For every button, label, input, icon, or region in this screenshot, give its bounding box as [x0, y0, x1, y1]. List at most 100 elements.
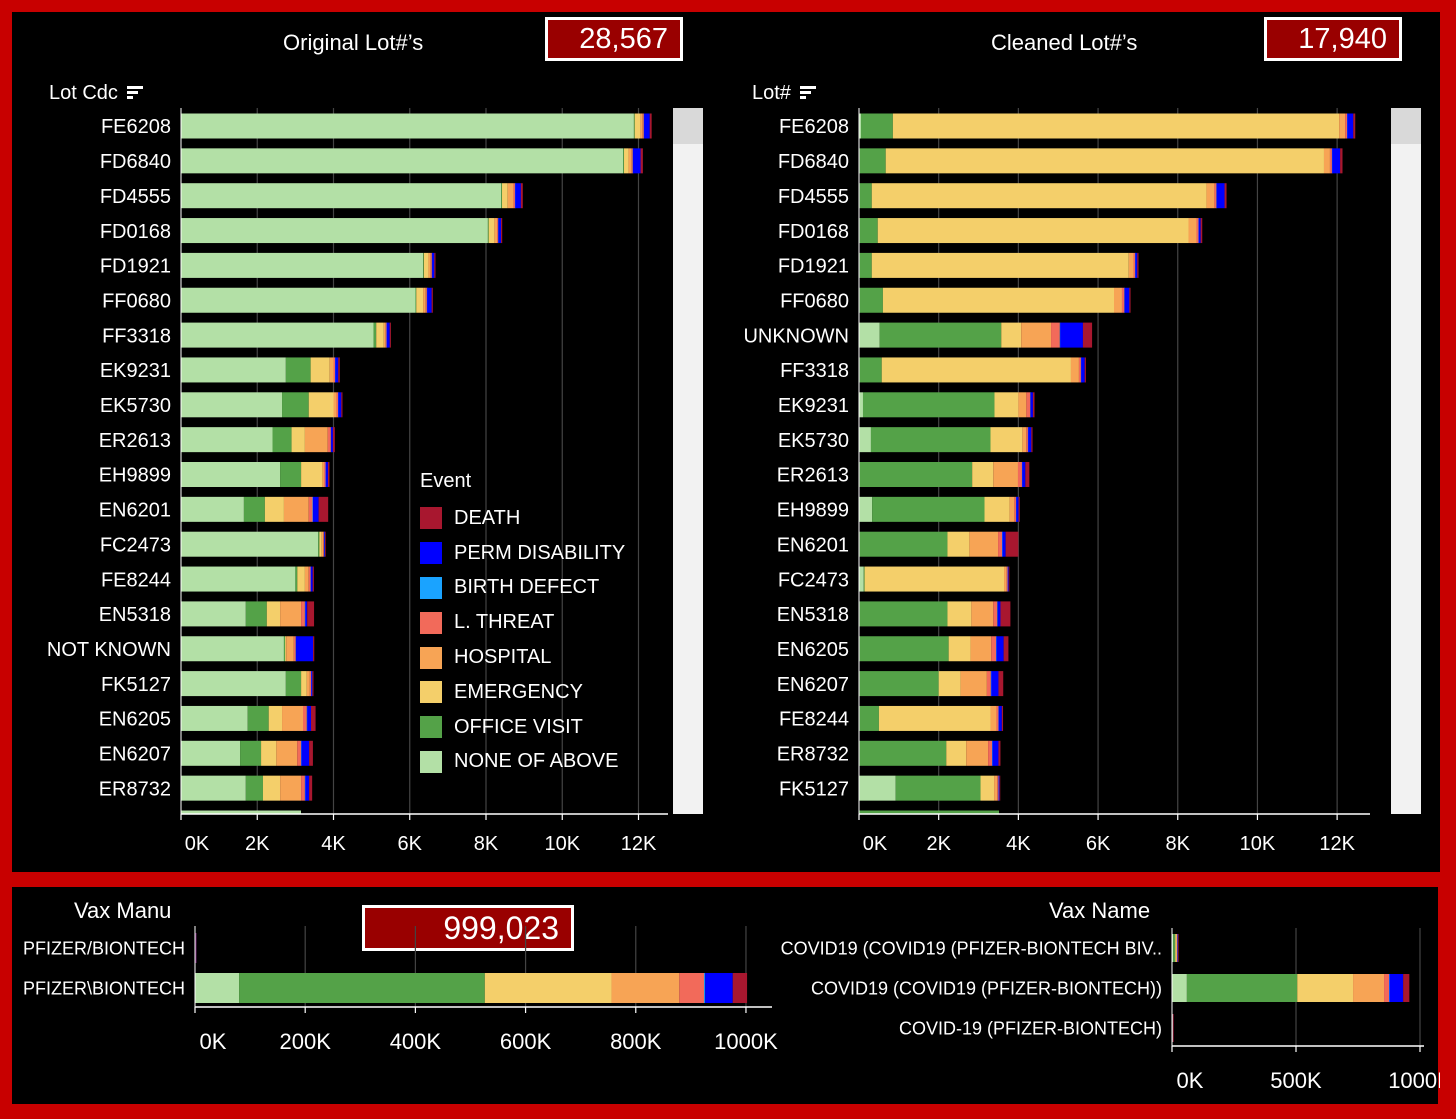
bar-segment-death[interactable]	[332, 427, 335, 453]
bar-row[interactable]	[181, 740, 313, 766]
bar-row[interactable]	[859, 148, 1343, 174]
bar-row[interactable]	[1172, 974, 1410, 1002]
bar-segment-l-threat[interactable]	[986, 671, 991, 697]
bar-row[interactable]	[181, 113, 652, 139]
original-lots-scrollbar[interactable]	[673, 108, 703, 814]
legend-item-perm-disability[interactable]: PERM DISABILITY	[420, 536, 660, 571]
bar-segment-emergency[interactable]	[262, 775, 281, 801]
bar-row[interactable]	[181, 287, 433, 313]
bar-segment-birth-defect[interactable]	[306, 705, 308, 731]
bar-row[interactable]	[181, 392, 343, 418]
bar-segment-office-visit[interactable]	[859, 671, 939, 697]
bar-segment-perm-disability[interactable]	[992, 740, 999, 766]
bar-segment-l-threat[interactable]	[297, 740, 302, 766]
bar-segment-l-threat[interactable]	[1384, 974, 1389, 1002]
bar-segment-l-threat[interactable]	[1026, 392, 1031, 418]
bar-segment-emergency[interactable]	[980, 775, 995, 801]
bar-segment-death[interactable]	[1025, 462, 1030, 487]
bar-row[interactable]	[181, 148, 643, 174]
bar-segment-death[interactable]	[431, 287, 433, 313]
bar-segment-office-visit[interactable]	[870, 427, 991, 453]
bar-segment-none-of-above[interactable]	[181, 531, 319, 557]
bar-segment-office-visit[interactable]	[859, 462, 973, 487]
bar-segment-hospital[interactable]	[286, 636, 294, 662]
bar-segment-emergency[interactable]	[972, 462, 994, 487]
lot-header[interactable]: Lot#	[752, 82, 817, 105]
bar-segment-death[interactable]	[520, 183, 523, 209]
bar-segment-death[interactable]	[732, 973, 748, 1003]
legend-item-emergency[interactable]: EMERGENCY	[420, 675, 660, 710]
bar-row[interactable]	[181, 671, 314, 697]
bar-row[interactable]	[859, 113, 1356, 139]
bar-segment-perm-disability[interactable]	[996, 636, 1004, 662]
bar-segment-none-of-above[interactable]	[181, 775, 246, 801]
bar-segment-death[interactable]	[1001, 705, 1004, 731]
bar-segment-death[interactable]	[341, 392, 343, 418]
bar-segment-office-visit[interactable]	[859, 636, 949, 662]
bar-row[interactable]	[859, 218, 1203, 244]
bar-segment-death[interactable]	[324, 531, 326, 557]
bar-segment-hospital[interactable]	[304, 566, 309, 592]
bar-segment-hospital[interactable]	[994, 775, 998, 801]
bar-segment-none-of-above[interactable]	[181, 392, 283, 418]
bar-segment-l-threat[interactable]	[1133, 252, 1136, 278]
bar-segment-emergency[interactable]	[892, 113, 1340, 139]
bar-row[interactable]	[181, 218, 503, 244]
bar-segment-emergency[interactable]	[947, 601, 972, 627]
bar-segment-hospital[interactable]	[1353, 974, 1385, 1002]
bar-segment-perm-disability[interactable]	[325, 462, 328, 487]
bar-segment-death[interactable]	[309, 740, 313, 766]
bar-segment-perm-disability[interactable]	[632, 148, 641, 174]
legend-item-death[interactable]: DEATH	[420, 501, 660, 536]
bar-segment-office-visit[interactable]	[245, 601, 267, 627]
bar-segment-hospital[interactable]	[333, 392, 337, 418]
bar-segment-hospital[interactable]	[280, 601, 302, 627]
bar-segment-l-threat[interactable]	[309, 671, 312, 697]
bar-segment-death[interactable]	[195, 933, 197, 963]
bar-row[interactable]	[859, 252, 1139, 278]
bar-segment-none-of-above[interactable]	[181, 705, 248, 731]
bar-segment-none-of-above[interactable]	[181, 148, 624, 174]
bar-segment-hospital[interactable]	[304, 427, 328, 453]
bar-segment-perm-disability[interactable]	[307, 705, 312, 731]
bar-segment-office-visit[interactable]	[623, 148, 625, 174]
bar-row[interactable]	[195, 973, 748, 1003]
bar-segment-death[interactable]	[1008, 566, 1010, 592]
bar-segment-hospital[interactable]	[494, 218, 498, 244]
bar-segment-death[interactable]	[1340, 148, 1343, 174]
bar-segment-office-visit[interactable]	[240, 740, 262, 766]
bar-segment-perm-disability[interactable]	[991, 671, 999, 697]
bar-segment-emergency[interactable]	[416, 287, 424, 313]
bar-segment-perm-disability[interactable]	[997, 601, 1001, 627]
bar-segment-office-visit[interactable]	[283, 636, 286, 662]
legend-item-l-threat[interactable]: L. THREAT	[420, 605, 660, 640]
bar-segment-l-threat[interactable]	[1026, 427, 1028, 453]
bar-segment-death[interactable]	[311, 705, 316, 731]
bar-segment-office-visit[interactable]	[282, 392, 309, 418]
bar-segment-none-of-above[interactable]	[181, 357, 286, 383]
bar-segment-perm-disability[interactable]	[1216, 183, 1225, 209]
bar-segment-office-visit[interactable]	[423, 252, 424, 278]
bar-segment-none-of-above[interactable]	[181, 252, 424, 278]
bar-segment-hospital[interactable]	[1323, 148, 1330, 174]
bar-segment-death[interactable]	[1353, 113, 1356, 139]
bar-segment-hospital[interactable]	[383, 322, 386, 348]
bar-segment-l-threat[interactable]	[1196, 218, 1199, 244]
bar-segment-none-of-above[interactable]	[1172, 974, 1187, 1002]
bar-segment-death[interactable]	[312, 566, 314, 592]
bar-segment-perm-disability[interactable]	[1177, 934, 1179, 962]
bar-segment-emergency[interactable]	[871, 252, 1129, 278]
bar-segment-emergency[interactable]	[264, 496, 284, 522]
bar-segment-death[interactable]	[501, 218, 503, 244]
bar-segment-emergency[interactable]	[990, 427, 1023, 453]
bar-segment-office-visit[interactable]	[859, 740, 947, 766]
bar-segment-l-threat[interactable]	[997, 775, 999, 801]
bar-row[interactable]	[859, 740, 1001, 766]
bar-segment-emergency[interactable]	[885, 148, 1324, 174]
bar-segment-l-threat[interactable]	[988, 740, 993, 766]
bar-row[interactable]	[859, 775, 1001, 801]
bar-segment-none-of-above[interactable]	[859, 322, 880, 348]
bar-segment-hospital[interactable]	[1018, 392, 1027, 418]
bar-segment-death[interactable]	[307, 601, 315, 627]
bar-segment-none-of-above[interactable]	[181, 636, 284, 662]
